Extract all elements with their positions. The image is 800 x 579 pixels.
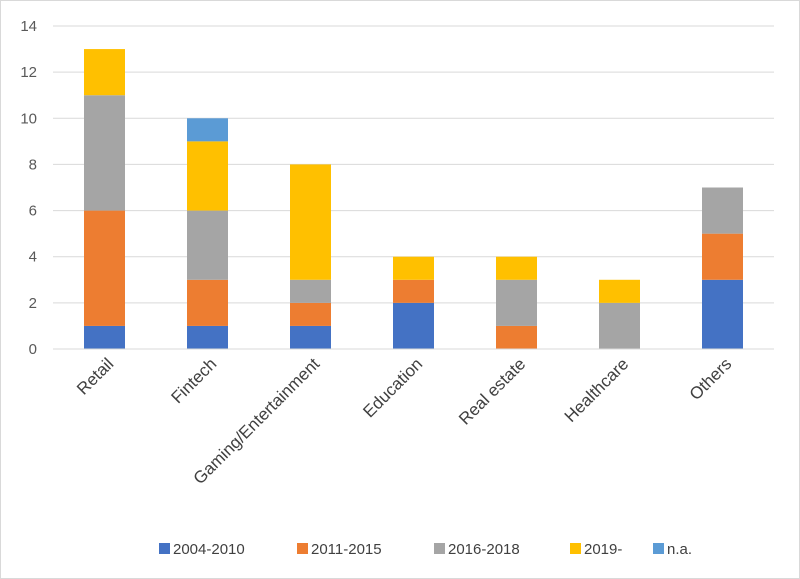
legend-swatch: [297, 543, 308, 554]
x-tick-label: Others: [686, 354, 736, 404]
bar-segment: [393, 256, 434, 280]
bar-segment: [187, 325, 228, 349]
x-tick-label: Retail: [73, 354, 117, 398]
legend: 2004-2010 2011-2015 2016-2018 2019- n.a.: [159, 541, 692, 558]
bar-segment: [702, 233, 743, 280]
y-tick-label: 6: [29, 203, 37, 220]
bar-segment: [187, 279, 228, 326]
y-tick-label: 10: [20, 110, 37, 127]
legend-swatch: [570, 543, 581, 554]
y-tick-label: 8: [29, 156, 37, 173]
bar-segment: [496, 325, 537, 349]
x-tick-label: Fintech: [167, 354, 220, 407]
bar-segment: [84, 49, 125, 96]
y-tick-label: 2: [29, 295, 37, 312]
bar-segment: [290, 325, 331, 349]
x-tick-label: Education: [359, 354, 426, 421]
bars: [84, 49, 743, 349]
y-tick-label: 0: [29, 341, 37, 358]
bar-segment: [187, 141, 228, 211]
legend-label: 2011-2015: [311, 541, 382, 558]
legend-swatch: [159, 543, 170, 554]
bar-segment: [702, 279, 743, 349]
y-axis-ticks: 0 2 4 6 8 10 12 14: [20, 18, 37, 358]
y-tick-label: 4: [29, 249, 37, 266]
bar-segment: [84, 95, 125, 211]
legend-label: n.a.: [667, 541, 692, 558]
y-tick-label: 14: [20, 18, 37, 35]
bar-segment: [393, 302, 434, 349]
bar-segment: [290, 164, 331, 280]
gridlines: [53, 25, 774, 304]
bar-segment: [599, 302, 640, 349]
bar-segment: [187, 210, 228, 280]
x-tick-label: Healthcare: [561, 354, 633, 426]
bar-segment: [496, 279, 537, 326]
x-tick-label: Real estate: [455, 354, 529, 428]
bar-segment: [84, 210, 125, 326]
legend-label: 2004-2010: [173, 541, 245, 558]
legend-swatch: [434, 543, 445, 554]
bar-segment: [599, 279, 640, 303]
bar-segment: [702, 187, 743, 234]
legend-label: 2016-2018: [448, 541, 520, 558]
y-tick-label: 12: [20, 64, 37, 81]
bar-segment: [290, 279, 331, 303]
legend-swatch: [653, 543, 664, 554]
legend-label: 2019-: [584, 541, 622, 558]
bar-segment: [187, 118, 228, 142]
bar-segment: [496, 256, 537, 280]
bar-segment: [290, 302, 331, 326]
bar-segment: [393, 279, 434, 303]
bar-segment: [84, 325, 125, 349]
